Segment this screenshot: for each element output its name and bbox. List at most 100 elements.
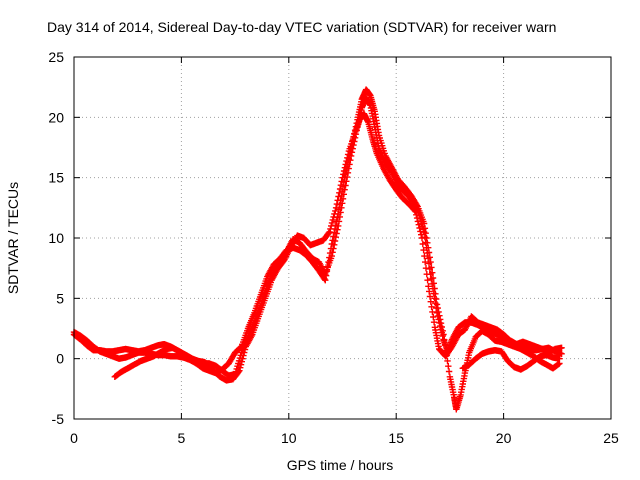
data-point [335, 193, 342, 200]
data-point [236, 367, 243, 374]
data-point [322, 277, 329, 284]
data-point [434, 304, 441, 312]
data-point [344, 154, 351, 161]
x-tick-label: 20 [496, 430, 512, 446]
data-point [325, 229, 332, 237]
data-point [332, 204, 340, 211]
data-point [438, 323, 445, 331]
data-point [430, 313, 437, 321]
data-point [426, 293, 434, 300]
data-point [237, 364, 244, 371]
data-point [440, 331, 447, 338]
data-point [414, 218, 422, 225]
data-point [419, 240, 426, 248]
data-point [558, 344, 565, 351]
data-point [421, 252, 428, 260]
y-tick-label: 15 [48, 170, 64, 186]
y-tick-label: 20 [48, 109, 64, 125]
data-point [445, 363, 452, 370]
data-point [430, 319, 438, 326]
data-point [341, 164, 349, 171]
x-tick-label: 0 [70, 430, 78, 446]
data-point [326, 254, 333, 261]
data-point [241, 349, 248, 356]
data-point [336, 189, 343, 196]
data-point [329, 237, 336, 244]
data-point [324, 263, 331, 270]
data-point [422, 258, 429, 266]
data-point [425, 244, 432, 251]
data-point [424, 277, 431, 284]
data-point [329, 216, 336, 224]
y-tick-label: -5 [52, 411, 65, 427]
data-point [441, 336, 448, 343]
data-point [435, 308, 442, 316]
data-point [328, 219, 336, 227]
data-point [323, 268, 331, 275]
data-point [420, 220, 428, 227]
data-point [418, 231, 425, 238]
data-point [556, 355, 563, 362]
data-point [327, 225, 334, 233]
data-point [334, 214, 341, 221]
data-point [332, 207, 339, 215]
data-point [342, 161, 349, 168]
data-point [427, 298, 434, 305]
data-point [425, 283, 432, 290]
data-point [412, 208, 419, 215]
series-track-c [111, 110, 565, 384]
data-point [428, 264, 435, 271]
series-track-d [459, 347, 563, 373]
data-point [433, 295, 440, 303]
data-point [238, 358, 245, 365]
data-point [339, 174, 346, 181]
data-point [322, 272, 330, 279]
data-point [413, 214, 421, 222]
data-point [424, 239, 431, 246]
data-point [330, 233, 337, 240]
data-point [239, 355, 246, 362]
x-tick-label: 25 [603, 430, 619, 446]
y-axis-title: SDTVAR / TECUs [5, 182, 21, 294]
data-point [340, 171, 347, 178]
data-point [330, 213, 337, 221]
data-point [235, 368, 242, 375]
x-axis-title: GPS time / hours [287, 457, 394, 473]
data-point [336, 185, 344, 193]
data-point [328, 240, 335, 248]
data-point [426, 254, 433, 261]
data-point [337, 182, 345, 189]
data-point [428, 303, 435, 310]
data-point [420, 246, 427, 254]
data-point [429, 269, 436, 276]
data-point [427, 258, 434, 266]
data-point [418, 234, 426, 242]
data-point [444, 357, 451, 365]
data-point [326, 249, 334, 257]
axis-ticks [73, 56, 612, 420]
data-point [333, 218, 340, 225]
data-point [413, 202, 421, 209]
data-point [431, 285, 438, 292]
data-point [433, 301, 441, 308]
data-point [422, 265, 430, 272]
data-point [558, 350, 565, 357]
data-point [426, 288, 433, 295]
data-point [237, 361, 245, 368]
x-tick-label: 5 [178, 430, 186, 446]
data-point [334, 197, 341, 204]
data-point [423, 271, 430, 278]
data-point [344, 151, 352, 158]
data-point [416, 224, 423, 232]
data-point [338, 178, 345, 185]
data-point [331, 210, 338, 218]
data-point [422, 230, 429, 237]
data-point [437, 316, 444, 323]
x-tick-label: 15 [388, 430, 404, 446]
data-point [333, 200, 341, 208]
data-point [439, 327, 446, 334]
y-tick-label: 5 [56, 290, 64, 306]
data-point [241, 346, 249, 353]
data-point [417, 228, 424, 235]
